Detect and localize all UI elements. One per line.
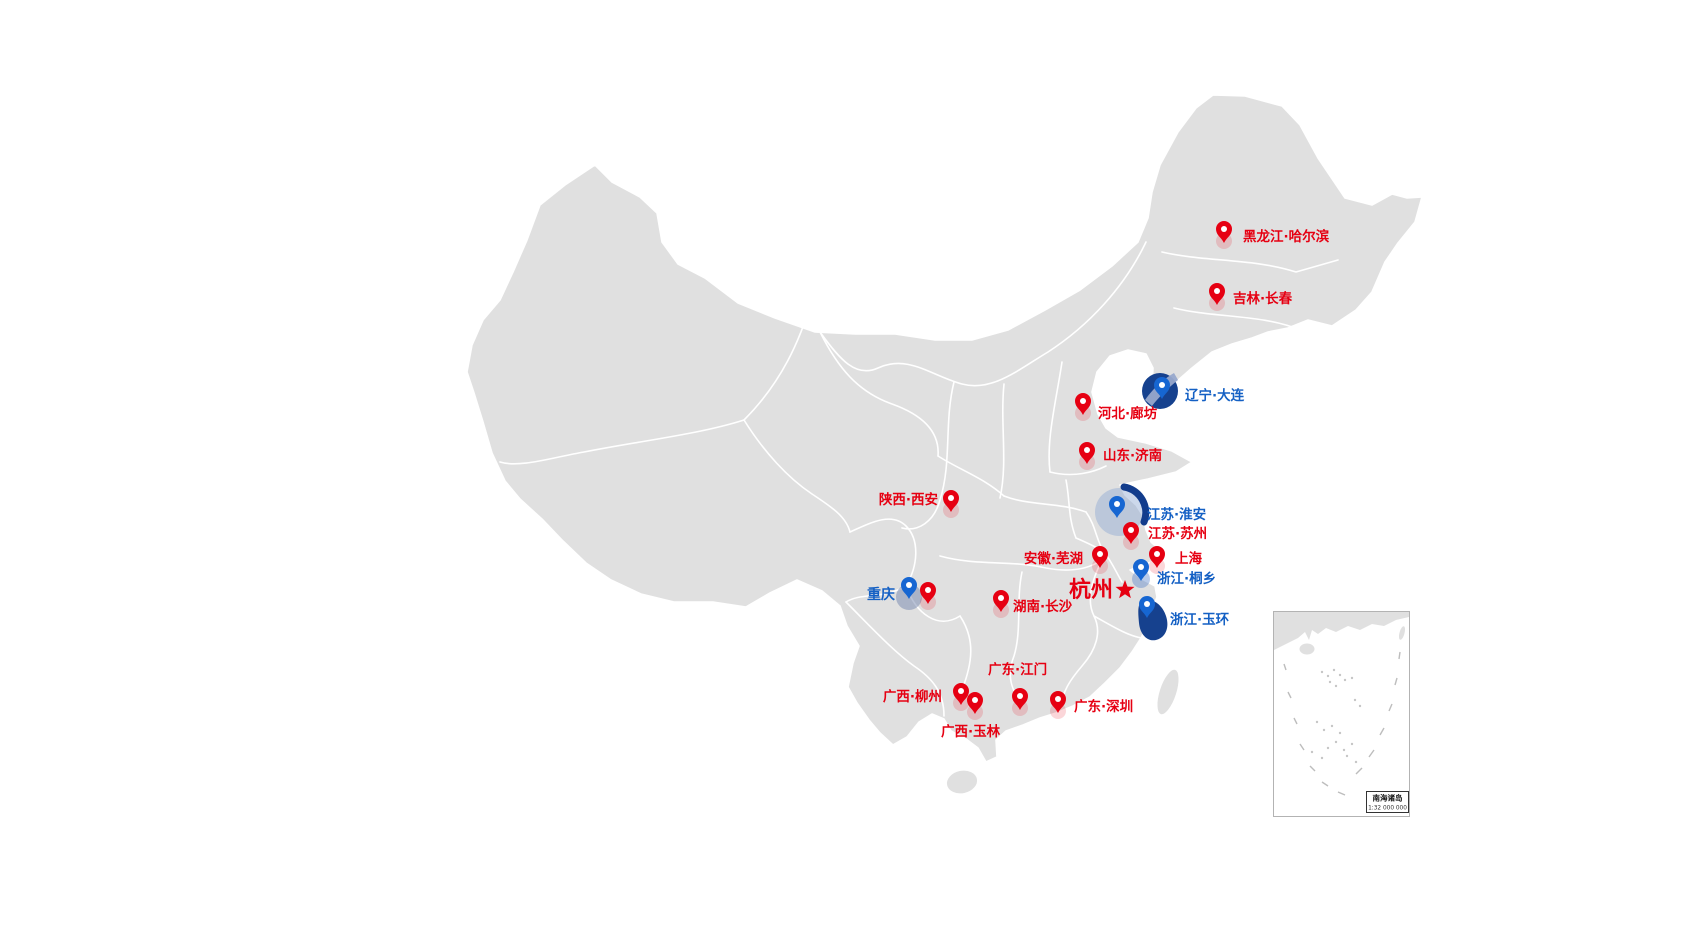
marker-jiangsu-suzhou[interactable]: 江苏·苏州: [1123, 522, 1207, 550]
pin-hole: [1084, 447, 1090, 453]
inset-label-box: [1366, 791, 1409, 813]
marker-label-guangdong-jiangmen: 广东·江门: [988, 661, 1047, 678]
marker-label-hangzhou: 杭州: [1069, 577, 1113, 603]
marker-label-chongqing: 重庆: [867, 586, 895, 603]
marker-label-shaanxi-xian: 陕西·西安: [879, 491, 938, 508]
marker-zhejiang-yuhuan[interactable]: 浙江·玉环: [1139, 596, 1230, 628]
marker-label-shanghai: 上海: [1175, 550, 1203, 567]
marker-label-shandong-jinan: 山东·济南: [1103, 447, 1162, 464]
inset-frame: [1273, 611, 1410, 817]
marker-guangxi-yulin[interactable]: 广西·玉林: [941, 692, 1001, 740]
pin-hole: [1221, 226, 1227, 232]
marker-label-hunan-changsha: 湖南·长沙: [1013, 598, 1073, 615]
marker-label-jilin-changchun: 吉林·长春: [1233, 290, 1293, 307]
inset-coastline: [1274, 612, 1409, 650]
province-borders: [499, 241, 1339, 717]
pin-hole: [948, 495, 954, 501]
headquarters-star-icon: [1115, 580, 1135, 599]
pin-hole: [906, 582, 912, 588]
marker-anhui-wuhu[interactable]: 安徽·芜湖: [1024, 546, 1108, 574]
marker-chongqing[interactable]: 重庆: [867, 577, 922, 610]
pin-hole: [1138, 564, 1144, 570]
pin-hole: [972, 697, 978, 703]
pin-hole: [1097, 551, 1103, 557]
marker-guangdong-jiangmen[interactable]: 广东·江门: [988, 661, 1047, 716]
marker-shaanxi-xian[interactable]: 陕西·西安: [879, 490, 959, 518]
pin-hole: [998, 595, 1004, 601]
taiwan-island: [1155, 668, 1181, 716]
pin-hole: [1128, 527, 1134, 533]
inset-nine-dash-line: [1283, 651, 1401, 796]
marker-liaoning-dalian[interactable]: 辽宁·大连: [1154, 377, 1245, 404]
marker-guangdong-shenzhen[interactable]: 广东·深圳: [1050, 691, 1133, 719]
city-markers-layer: 黑龙江·哈尔滨吉林·长春辽宁·大连河北·廊坊山东·济南陕西·西安江苏·淮安江苏·…: [867, 221, 1330, 740]
marker-hunan-changsha[interactable]: 湖南·长沙: [993, 590, 1073, 618]
marker-shandong-jinan[interactable]: 山东·济南: [1079, 442, 1162, 470]
marker-label-guangdong-shenzhen: 广东·深圳: [1074, 698, 1133, 715]
china-mainland: [466, 94, 1423, 763]
marker-label-zhejiang-yuhuan: 浙江·玉环: [1170, 611, 1230, 628]
inset-island-dots: [1310, 668, 1362, 764]
pin-hole: [1055, 696, 1061, 702]
marker-heilongjiang-haerbin[interactable]: 黑龙江·哈尔滨: [1216, 221, 1330, 249]
marker-hebei-langfang[interactable]: 河北·廊坊: [1075, 393, 1158, 422]
marker-zhejiang-tongxiang[interactable]: 浙江·桐乡: [1132, 559, 1216, 588]
marker-label-heilongjiang-haerbin: 黑龙江·哈尔滨: [1243, 228, 1330, 245]
marker-label-zhejiang-tongxiang: 浙江·桐乡: [1157, 570, 1216, 587]
marker-guangxi-liuzhou[interactable]: 广西·柳州: [883, 683, 969, 711]
marker-label-guangxi-liuzhou: 广西·柳州: [883, 688, 942, 705]
marker-label-hebei-langfang: 河北·廊坊: [1098, 405, 1158, 422]
marker-jilin-changchun[interactable]: 吉林·长春: [1209, 283, 1293, 311]
marker-label-jiangsu-suzhou: 江苏·苏州: [1148, 525, 1207, 542]
marker-shanghai[interactable]: 上海: [1149, 546, 1203, 574]
pin-hole: [1214, 288, 1220, 294]
pin-hole: [1144, 601, 1150, 607]
marker-label-jiangsu-huaian: 江苏·淮安: [1147, 506, 1206, 523]
huaian-coast-crescent: [1120, 483, 1150, 526]
inset-scale: 1:32 000 000: [1368, 806, 1407, 812]
inset-hainan: [1299, 643, 1315, 655]
pin-hole: [1114, 501, 1120, 507]
pin-hole: [1080, 398, 1086, 404]
south-china-sea-inset: 南海诸岛 1:32 000 000: [1273, 611, 1410, 817]
marker-jiangsu-huaian[interactable]: 江苏·淮安: [1109, 496, 1206, 523]
marker-hangzhou[interactable]: 杭州: [1069, 577, 1135, 603]
pin-hole: [1017, 693, 1023, 699]
pin-hole: [958, 688, 964, 694]
pin-hole: [1154, 551, 1160, 557]
pin-hole: [925, 587, 931, 593]
marker-chongqing-2[interactable]: [920, 582, 936, 610]
hainan-island: [945, 768, 979, 796]
inset-taiwan: [1398, 626, 1406, 640]
pin-hole: [1159, 382, 1165, 388]
marker-label-liaoning-dalian: 辽宁·大连: [1185, 387, 1245, 404]
marker-label-anhui-wuhu: 安徽·芜湖: [1024, 550, 1083, 567]
marker-label-guangxi-yulin: 广西·玉林: [941, 723, 1001, 740]
inset-title: 南海诸岛: [1373, 793, 1403, 803]
